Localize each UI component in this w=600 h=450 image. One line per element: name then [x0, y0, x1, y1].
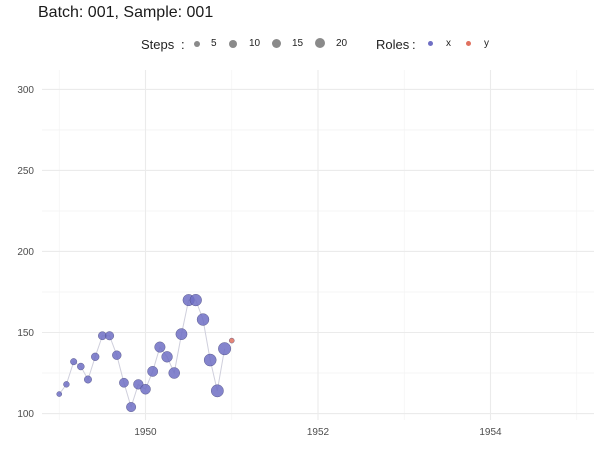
- point-x-19: [189, 294, 202, 307]
- y-tick-label-1: 150: [17, 328, 34, 339]
- point-x-3: [77, 362, 85, 371]
- point-x-8: [112, 350, 122, 360]
- point-x-21: [203, 353, 217, 367]
- y-tick-label-3: 250: [17, 166, 34, 177]
- point-x-15: [161, 351, 173, 363]
- point-x-7: [105, 331, 115, 341]
- legend-steps-dot-15: [272, 39, 281, 48]
- point-x-0: [56, 391, 63, 397]
- legend-steps-dot-5: [194, 41, 200, 47]
- point-x-2: [70, 358, 78, 366]
- legend-steps-label-20: 20: [336, 38, 348, 49]
- point-x-5: [91, 352, 100, 361]
- legend-role-y-dot: [466, 41, 471, 46]
- point-y-0: [228, 337, 235, 344]
- point-x-4: [84, 375, 92, 384]
- legend-role-x-dot: [428, 41, 433, 46]
- point-x-17: [175, 328, 188, 340]
- legend-steps-label-15: 15: [292, 38, 304, 49]
- legend-steps-title: Steps: [141, 37, 175, 52]
- point-x-23: [218, 342, 232, 356]
- legend-roles-title: Roles: [376, 37, 410, 52]
- y-tick-label-4: 300: [17, 85, 34, 96]
- x-tick-label-0: 1950: [134, 427, 157, 438]
- point-x-12: [140, 383, 151, 395]
- point-x-14: [154, 341, 166, 353]
- legend-steps-dot-10: [229, 40, 237, 48]
- point-x-1: [63, 381, 70, 388]
- point-x-20: [196, 313, 210, 326]
- legend-steps-label-5: 5: [211, 38, 217, 49]
- point-x-13: [147, 366, 159, 377]
- legend: Steps : 5 10 15 20 Roles : x y: [141, 37, 489, 52]
- y-tick-label-2: 200: [17, 247, 34, 258]
- legend-steps-label-10: 10: [249, 38, 261, 49]
- point-x-22: [210, 384, 224, 398]
- x-tick-label-2: 1954: [479, 427, 502, 438]
- legend-steps-dot-20: [315, 38, 325, 48]
- y-tick-label-0: 100: [17, 409, 34, 420]
- point-x-16: [168, 367, 180, 379]
- point-x-11: [133, 379, 144, 390]
- legend-role-x-label: x: [446, 38, 451, 49]
- x-tick-label-1: 1952: [307, 427, 330, 438]
- chart-title: Batch: 001, Sample: 001: [38, 4, 214, 21]
- legend-role-y-label: y: [484, 38, 489, 49]
- point-x-10: [126, 402, 137, 412]
- point-x-9: [119, 377, 129, 388]
